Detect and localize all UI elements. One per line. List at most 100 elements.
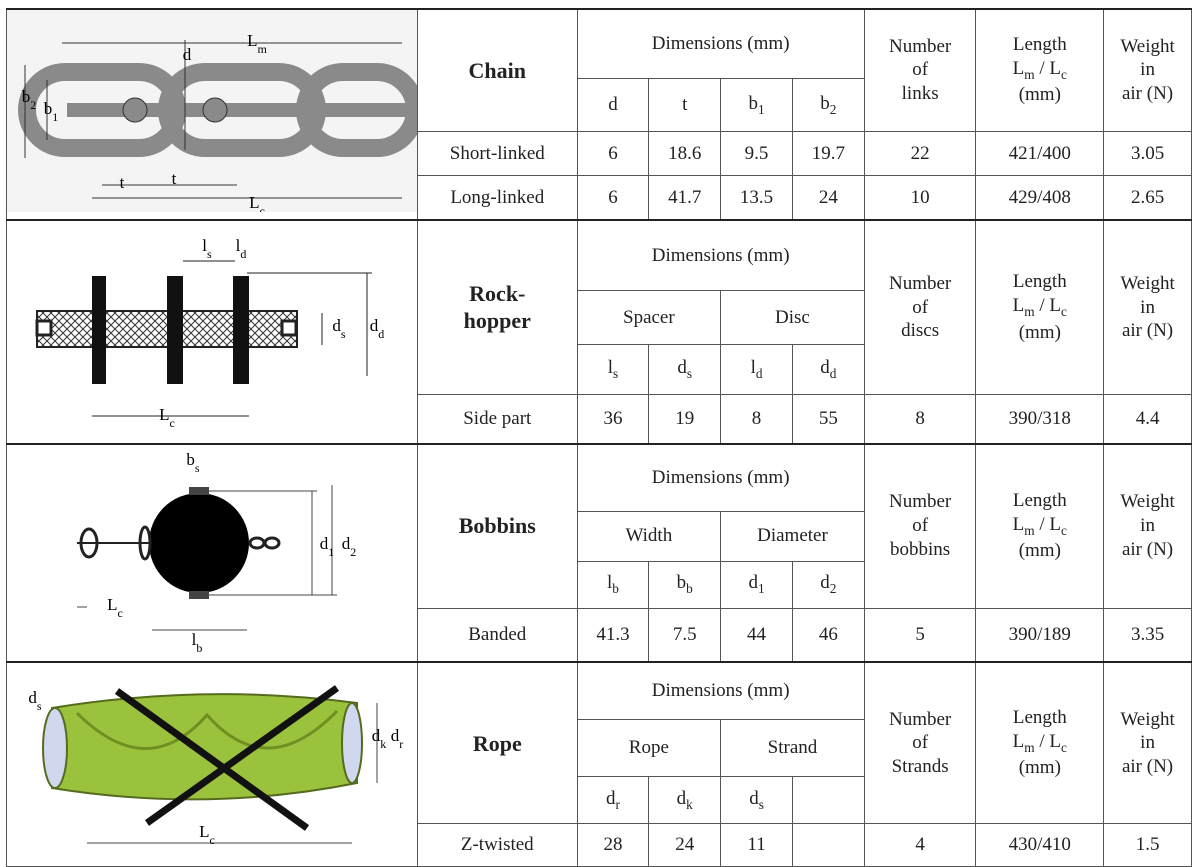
diagram-cell: bs d1 d2 Lc lb bbox=[6, 442, 418, 663]
row-label: Long-linked bbox=[417, 175, 578, 221]
text-line: Length bbox=[1012, 707, 1067, 729]
diagram-label: Lc bbox=[107, 595, 123, 620]
symbol-sub: s bbox=[37, 699, 42, 713]
text-line: Length bbox=[1012, 490, 1067, 512]
count-cell: 22 bbox=[863, 130, 977, 177]
symbol-sub: 2 bbox=[829, 581, 837, 597]
symbol-sub: d bbox=[378, 327, 384, 341]
symbol: d bbox=[608, 94, 618, 115]
count-cell: 10 bbox=[863, 175, 977, 221]
symbol: b1 bbox=[748, 93, 765, 117]
count-cell: 8 bbox=[863, 394, 977, 444]
symbol-base: l bbox=[236, 236, 241, 255]
count-cell: 4 bbox=[863, 823, 977, 867]
value-cell: 9.5 bbox=[720, 130, 793, 177]
row-label: Z-twisted bbox=[417, 823, 578, 867]
symbol-header: d2 bbox=[791, 560, 865, 609]
diagram-shape bbox=[189, 486, 209, 495]
text-line: links bbox=[901, 83, 939, 105]
diagram-label: bs bbox=[186, 450, 200, 475]
symbol-sub: c bbox=[1061, 739, 1067, 755]
diagram-shape bbox=[42, 707, 68, 790]
subheader: Spacer bbox=[576, 290, 722, 346]
symbol-header: b1 bbox=[720, 78, 793, 132]
symbol-base: d bbox=[749, 788, 759, 810]
diagram-label: ld bbox=[236, 236, 247, 261]
text-line: in bbox=[1140, 59, 1155, 81]
diagram-label: lb bbox=[192, 630, 203, 655]
symbol-header: dd bbox=[791, 344, 865, 396]
symbol: d2 bbox=[820, 572, 837, 597]
table-row: Side part 36 19 8 55 8 390/318 4.4 bbox=[7, 394, 1192, 444]
symbol-base: d bbox=[608, 94, 618, 116]
symbol-sub: m bbox=[1024, 66, 1035, 82]
diagram-label: d1 bbox=[320, 534, 335, 559]
text-line: Strands bbox=[891, 756, 949, 778]
symbol-base: d bbox=[820, 572, 830, 594]
text-line: bobbins bbox=[890, 538, 951, 560]
equipment-table: Lm d b2 b1 t t Lc Chain Dimensions (mm) Number of l… bbox=[6, 7, 1192, 867]
text-line: Length bbox=[1012, 271, 1067, 293]
symbol-sub: m bbox=[1024, 304, 1035, 319]
weight-cell: 4.4 bbox=[1103, 394, 1192, 444]
weight-cell: 3.05 bbox=[1103, 130, 1192, 177]
diagram-label: d2 bbox=[342, 534, 357, 559]
dimensions-header: Dimensions (mm) bbox=[576, 442, 865, 512]
text-line: in bbox=[1140, 732, 1155, 754]
symbol-sub: s bbox=[613, 366, 619, 382]
value-cell: 19.7 bbox=[791, 130, 865, 177]
symbol-sub: m bbox=[258, 42, 268, 56]
value-cell: 41.7 bbox=[648, 175, 722, 221]
value-cell: 24 bbox=[648, 823, 722, 867]
text-line: air (N) bbox=[1121, 756, 1174, 778]
symbol-base: d bbox=[28, 688, 37, 707]
symbol-sub: s bbox=[686, 366, 693, 382]
length-cell: 430/410 bbox=[975, 823, 1105, 867]
symbol-header: lb bbox=[576, 560, 650, 609]
text-line: discs bbox=[901, 320, 940, 342]
symbol-sub: 1 bbox=[757, 101, 765, 117]
symbol-sub: b bbox=[686, 581, 693, 597]
symbol-base: d bbox=[372, 726, 381, 745]
diagram-shape bbox=[248, 536, 266, 549]
symbol: Lm bbox=[1013, 58, 1035, 82]
symbol-sub: c bbox=[1061, 304, 1067, 319]
symbol-base: d bbox=[820, 357, 830, 379]
symbol: Lm bbox=[1013, 295, 1035, 319]
symbol-base: L bbox=[1012, 731, 1025, 753]
text-line: Weight bbox=[1120, 491, 1175, 513]
symbol-base: L bbox=[159, 405, 169, 424]
symbol: bb bbox=[676, 572, 693, 597]
diagram-shape bbox=[51, 693, 358, 801]
weight-header: Weight in air (N) bbox=[1103, 442, 1192, 609]
table-row: Width Diameter bbox=[7, 510, 1192, 562]
symbol: Lc bbox=[1049, 731, 1067, 755]
value-cell: 8 bbox=[720, 394, 793, 444]
table-row: lb bb d1 d2 bbox=[7, 560, 1192, 609]
table-row: Spacer Disc bbox=[7, 290, 1192, 346]
diagram-shape bbox=[341, 702, 363, 785]
symbol-header: dk bbox=[648, 776, 722, 825]
table-row: Rope Strand bbox=[7, 719, 1192, 778]
value-cell: 13.5 bbox=[720, 175, 793, 221]
diagram-shape bbox=[114, 688, 310, 832]
diagram-label: dk bbox=[372, 726, 387, 751]
subheader: Strand bbox=[720, 719, 865, 778]
diagram-shape bbox=[263, 536, 281, 549]
value-cell: 55 bbox=[791, 394, 865, 444]
symbol: Lc bbox=[1049, 514, 1067, 538]
symbol-base: b bbox=[676, 572, 687, 594]
symbol: Lm bbox=[1013, 514, 1035, 538]
diagram-shape bbox=[280, 319, 298, 337]
dimensions-header: Dimensions (mm) bbox=[576, 8, 865, 80]
symbol-base: d bbox=[332, 316, 341, 335]
diagram-label: Lc bbox=[159, 405, 175, 430]
symbol-base: L bbox=[107, 595, 117, 614]
symbol-base: d bbox=[677, 357, 687, 379]
text-line: (mm) bbox=[1018, 757, 1061, 779]
diagram-shape bbox=[149, 492, 249, 593]
subheader: Disc bbox=[720, 290, 865, 346]
diagram-label: d bbox=[183, 45, 192, 64]
text-line: Chain bbox=[468, 57, 527, 83]
diagram-shape bbox=[122, 97, 148, 123]
